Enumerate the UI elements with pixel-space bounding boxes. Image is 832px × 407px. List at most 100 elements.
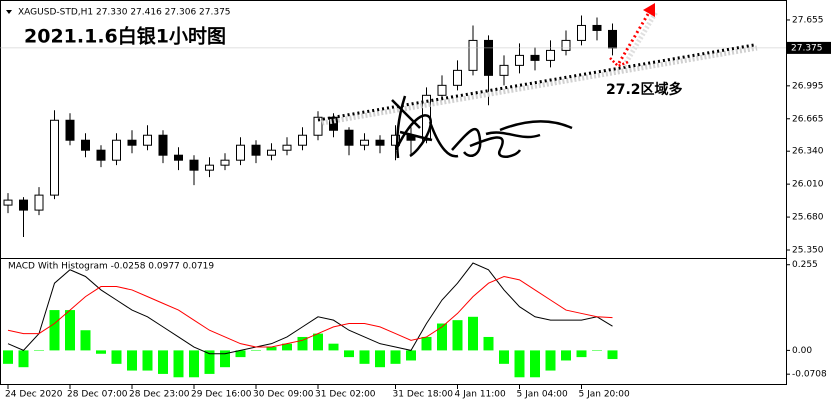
candle-body [437,84,447,96]
histogram-bar [158,350,168,374]
histogram-bar [220,350,230,368]
histogram-bar [514,350,525,378]
candle-body [561,39,571,51]
candle-body [468,39,478,71]
indicator-line [7,262,613,355]
x-tick-label: 30 Dec 09:00 [253,390,314,400]
y-tick-label: 25.680 [792,213,824,223]
candle-body [577,24,586,41]
histogram-bar [328,343,339,351]
histogram-bar [34,350,44,351]
candle-body [127,139,137,146]
histogram-bar [282,343,292,351]
histogram-bar [235,350,246,358]
header-arrow [6,10,12,14]
x-tick-label: 28 Dec 23:00 [129,390,190,400]
y-tick-label: 27.655 [792,15,824,25]
candle-body [592,24,602,31]
candle-body [515,54,524,66]
candle-body [298,134,307,146]
trendline [317,43,755,122]
arrow-line [617,8,653,64]
indicator-header: MACD With Histogram -0.0258 0.0977 0.071… [8,262,214,272]
y-tick-label: -0.0708 [792,370,827,380]
histogram-bar [561,350,571,361]
candle-body [546,49,555,61]
chart-title: 2021.1.6白银1小时图 [24,25,226,48]
histogram-bar [297,336,308,351]
histogram-bar [127,350,137,371]
histogram-bar [375,350,385,368]
x-tick-label: 5 Jan 20:00 [579,390,631,400]
y-tick-label: 25.350 [792,246,824,256]
histogram-bar [483,336,494,351]
histogram-bar [142,350,153,371]
histogram-bar [468,316,478,351]
histogram-bar [452,320,463,351]
last-price-label: 27.375 [791,43,823,53]
histogram-bar [3,350,13,364]
candle-body [143,134,152,146]
candle-body [19,199,28,211]
candle-body [484,39,493,76]
candle-body [251,144,261,156]
candle-body [112,139,121,161]
histogram-bar [530,350,540,378]
candle-body [81,139,90,151]
plot-frame [0,0,787,385]
histogram-bar [266,347,277,351]
arrow-head [643,3,655,17]
histogram-bar [359,350,370,364]
histogram-bar [111,350,122,364]
candle-body [3,199,13,206]
x-tick-label: 4 Jan 11:00 [455,390,507,400]
histogram-bar [607,350,618,360]
indicator-line [7,275,613,348]
histogram-bar [406,350,416,361]
x-tick-label: 28 Dec 07:00 [67,390,128,400]
candle-body [375,139,385,146]
x-tick-label: 29 Dec 16:00 [191,390,252,400]
histogram-bar [49,310,60,351]
chart-header: XAGUSD-STD,H1 27.330 27.416 27.306 27.37… [18,8,231,18]
candle-body [220,159,230,166]
x-tick-label: 24 Dec 2020 [5,390,63,400]
candle-body [282,144,292,151]
candle-body [205,164,214,171]
y-tick-label: 0.255 [792,260,818,270]
y-tick-label: 0.00 [792,346,812,356]
histogram-bar [96,350,106,354]
histogram-bar [437,323,447,351]
candle-body [530,54,540,61]
histogram-bar [189,350,199,378]
candle-body [453,69,462,86]
candle-body [236,144,245,161]
candle-body [313,116,323,136]
candle-body [360,139,369,146]
x-tick-label: 5 Jan 04:00 [517,390,569,400]
candle-body [499,64,509,76]
x-tick-label: 31 Dec 02:00 [315,390,376,400]
candle-body [608,29,617,49]
histogram-bar [80,330,91,351]
candle-body [96,149,106,161]
y-tick-label: 26.995 [792,81,824,91]
candle-body [65,119,75,141]
histogram-bar [576,350,587,358]
histogram-bar [204,350,215,374]
candle-body [50,119,59,196]
histogram-bar [545,350,556,371]
histogram-bar [65,310,75,351]
x-tick-label: 31 Dec 18:00 [393,390,454,400]
candle-body [189,159,199,171]
candle-body [158,134,168,156]
candle-body [34,194,44,211]
candle-body [267,149,276,156]
y-tick-label: 26.010 [792,180,824,190]
candle-body [344,129,354,146]
histogram-bar [251,350,261,351]
histogram-bar [390,350,401,364]
histogram-bar [592,350,602,351]
